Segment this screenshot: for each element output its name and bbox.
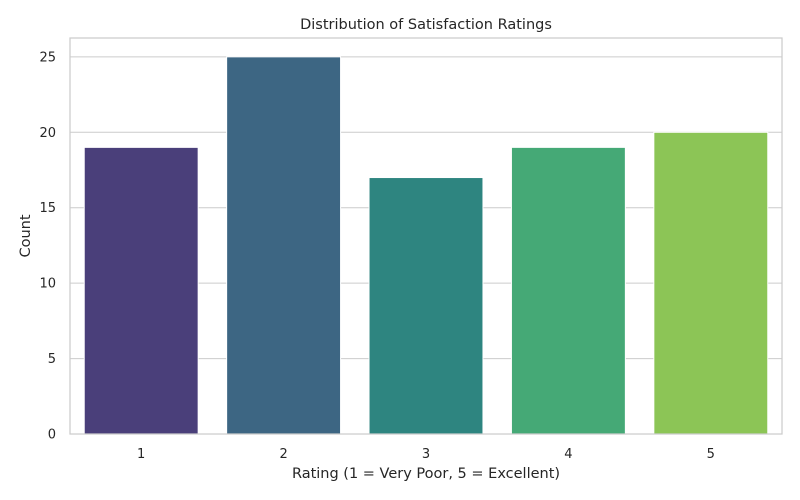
y-tick-labels: 0 5 10 15 20 25 <box>39 50 56 442</box>
bar-rating-3 <box>368 177 484 435</box>
y-axis-label: Count <box>18 214 34 257</box>
y-tick-label: 25 <box>39 50 56 65</box>
x-tick-label: 3 <box>422 447 430 462</box>
bar-rating-5 <box>653 131 769 435</box>
x-tick-labels: 1 2 3 4 5 <box>137 447 715 462</box>
y-tick-label: 5 <box>48 352 56 367</box>
x-tick-label: 2 <box>279 447 287 462</box>
y-tick-label: 15 <box>39 201 56 216</box>
x-tick-label: 4 <box>564 447 572 462</box>
y-tick-label: 0 <box>48 428 56 443</box>
chart-title: Distribution of Satisfaction Ratings <box>300 17 552 33</box>
y-tick-label: 10 <box>39 277 56 292</box>
x-axis-label: Rating (1 = Very Poor, 5 = Excellent) <box>292 466 560 482</box>
x-tick-label: 5 <box>707 447 715 462</box>
bar-rating-2 <box>226 56 342 435</box>
bar-rating-4 <box>510 146 626 435</box>
plot-frame <box>69 37 783 435</box>
bar-rating-1 <box>83 146 199 435</box>
y-tick-label: 20 <box>39 126 56 141</box>
bars <box>83 56 769 435</box>
x-tick-label: 1 <box>137 447 145 462</box>
